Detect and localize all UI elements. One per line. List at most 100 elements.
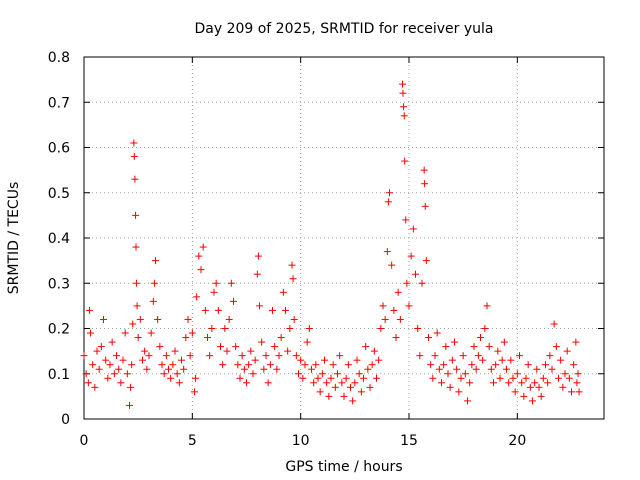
data-point [113,352,120,360]
y-tick-label: 0.5 [48,186,70,202]
x-tick-label: 10 [292,433,310,449]
data-point [373,374,380,382]
data-point [546,352,554,360]
data-point [195,252,203,260]
data-point [400,112,408,120]
data-point [529,397,536,405]
data-point [524,361,532,369]
data-point [132,243,140,251]
data-point [402,216,410,224]
data-point [362,343,370,351]
data-point [150,279,158,287]
data-point [477,334,484,342]
data-point [292,352,300,360]
data-point [531,379,539,387]
data-point [180,365,188,373]
data-point [139,356,146,364]
data-point [468,361,476,369]
data-point [234,361,242,369]
data-point [169,361,177,369]
grid-lines [84,57,604,419]
data-point [522,374,530,382]
data-point [171,347,179,355]
data-point [299,374,307,382]
data-point [472,365,480,373]
data-point [84,379,92,387]
data-point [301,361,309,369]
data-point [136,315,144,323]
data-point [573,379,581,387]
data-point [421,202,429,210]
data-point [199,243,207,251]
data-point [550,320,558,328]
data-point [323,379,331,387]
data-point [286,325,294,332]
data-points [80,80,583,409]
data-point [438,379,445,387]
data-point [483,302,491,310]
data-point [258,338,266,346]
data-point [347,383,354,391]
data-point [392,334,400,342]
data-point [264,379,272,387]
data-point [334,370,341,378]
y-tick-label: 0.8 [48,50,70,66]
data-point [131,175,139,183]
data-point [353,356,361,364]
data-point [282,306,289,314]
data-point [95,365,103,373]
data-point [186,352,194,360]
data-point [129,320,137,328]
x-axis-label: GPS time / hours [285,459,402,475]
data-point [331,383,339,391]
data-point [440,361,448,369]
data-point [130,153,138,161]
data-point [405,302,413,310]
data-point [254,252,262,260]
y-tick-label: 0.7 [48,95,70,111]
data-point [97,343,105,351]
data-point [245,361,253,369]
data-point [87,329,94,337]
data-point [563,347,571,355]
data-point [141,347,149,355]
data-point [470,343,478,351]
data-point [420,166,428,174]
data-point [381,315,389,323]
data-point [223,347,231,355]
data-point [535,383,543,391]
data-point [364,365,372,373]
data-point [262,352,270,360]
data-point [338,379,346,387]
y-axis-label: SRMTID / TECUs [6,182,22,295]
y-tick-label: 0.6 [48,141,70,157]
data-point [230,297,237,305]
data-point [156,343,164,351]
data-point [453,365,461,373]
data-point [457,374,465,382]
data-point [400,103,408,111]
data-point [533,365,541,373]
plot-frame [83,56,605,420]
y-tick-label: 0.4 [48,231,70,247]
data-point [459,352,467,360]
data-point [80,352,88,360]
data-point [357,388,365,396]
data-point [236,374,244,382]
data-point [490,379,497,387]
data-point [416,352,424,360]
data-point [102,356,110,364]
data-point [162,352,170,360]
data-point [379,302,387,310]
data-point [574,370,582,378]
data-point [154,315,162,323]
data-point [409,225,417,233]
data-point [133,302,141,310]
data-point [143,365,151,373]
data-point [91,383,99,391]
data-point [481,325,489,332]
data-point [167,374,175,382]
data-point [466,379,474,387]
data-point [266,361,274,369]
data-point [288,261,296,269]
